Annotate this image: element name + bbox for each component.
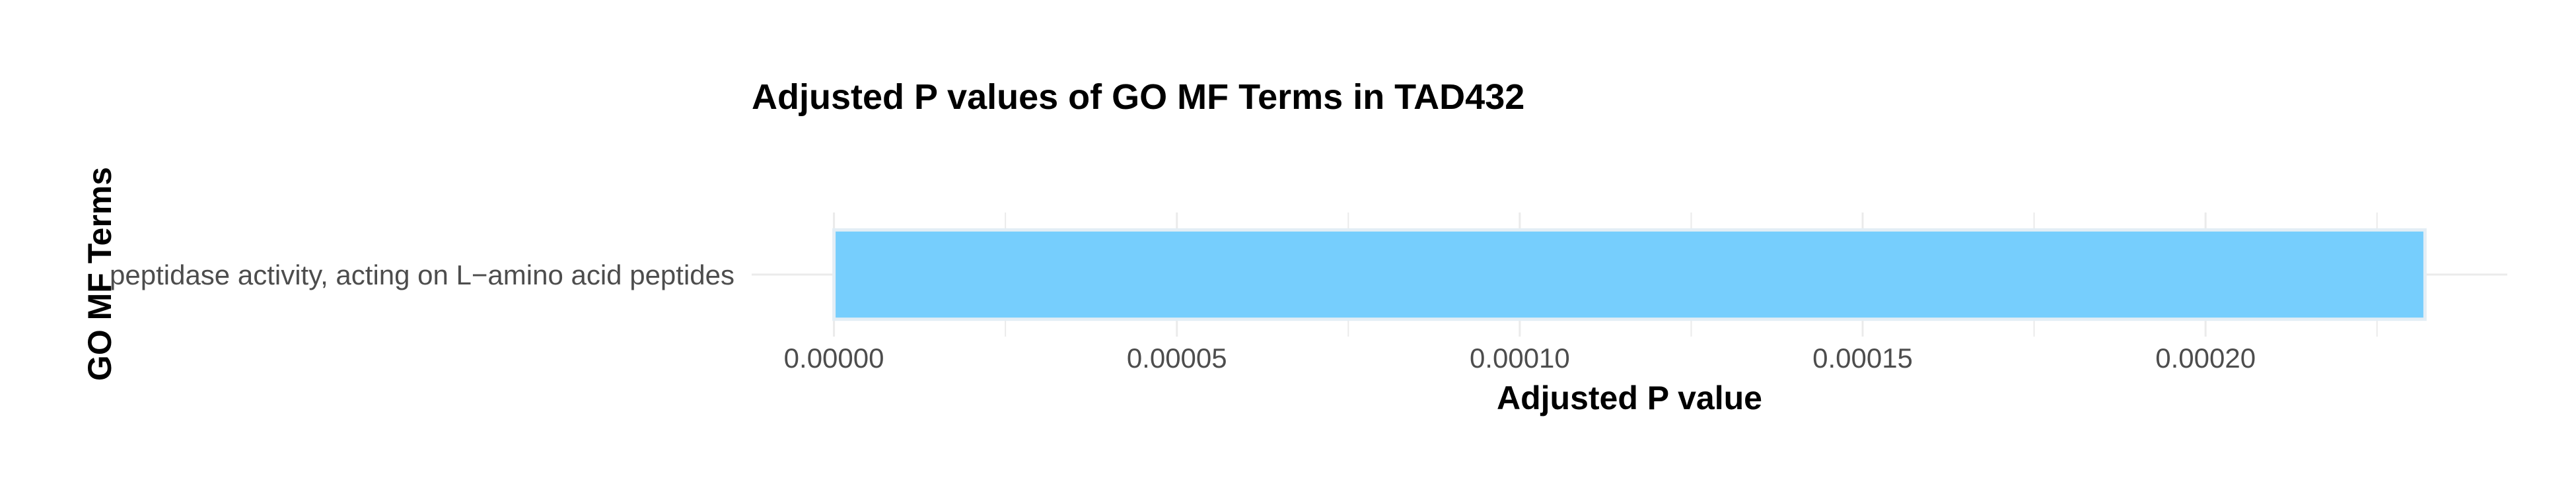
chart-title: Adjusted P values of GO MF Terms in TAD4… — [752, 77, 1524, 117]
y-tick-label: peptidase activity, acting on L−amino ac… — [110, 259, 734, 290]
x-tick-labels: 0.00000 0.00005 0.00010 0.00015 0.00020 — [784, 343, 2256, 374]
bar — [832, 228, 2427, 321]
y-tick-labels: peptidase activity, acting on L−amino ac… — [110, 259, 734, 290]
bars — [832, 228, 2427, 321]
x-tick-label: 0.00000 — [784, 343, 884, 374]
y-axis-title: GO MF Terms — [81, 167, 118, 381]
x-axis-title: Adjusted P value — [1497, 380, 1762, 416]
x-tick-label: 0.00005 — [1127, 343, 1227, 374]
x-tick-label: 0.00015 — [1812, 343, 1913, 374]
x-tick-label: 0.00020 — [2155, 343, 2256, 374]
x-tick-label: 0.00010 — [1470, 343, 1570, 374]
